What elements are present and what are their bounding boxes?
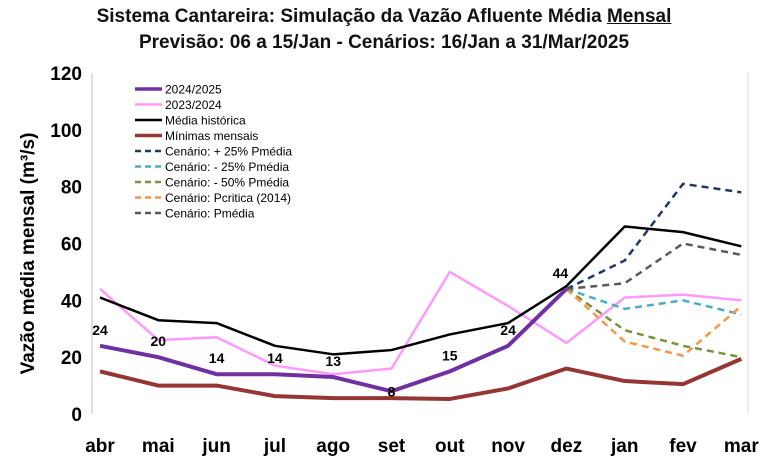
y-tick-label: 80 bbox=[61, 178, 82, 199]
x-tick-label: dez bbox=[551, 436, 583, 457]
chart-title-line2: Previsão: 06 a 15/Jan - Cenários: 16/Jan… bbox=[138, 32, 630, 53]
y-tick-label: 40 bbox=[61, 291, 82, 312]
legend-label: Cenário: Pmédia bbox=[165, 207, 255, 221]
x-tick-label: mar bbox=[724, 436, 759, 457]
legend-label: Média histórica bbox=[165, 114, 246, 128]
series-line-2 bbox=[99, 225, 742, 356]
series-line-7 bbox=[565, 288, 743, 357]
x-tick-label: abr bbox=[85, 436, 115, 457]
data-label: 20 bbox=[151, 333, 167, 349]
series-line-8 bbox=[566, 242, 742, 291]
data-label: 8 bbox=[388, 383, 396, 399]
data-label: 14 bbox=[209, 350, 225, 366]
x-tick-label: jul bbox=[263, 436, 286, 457]
legend-label: Cenário: Pcritica (2014) bbox=[165, 191, 291, 205]
y-tick-label: 0 bbox=[71, 405, 82, 426]
series-line-3 bbox=[99, 357, 743, 401]
y-tick-label: 100 bbox=[50, 121, 82, 142]
x-tick-label: fev bbox=[669, 436, 697, 457]
legend-label: Cenário: - 25% Pmédia bbox=[165, 160, 289, 174]
x-tick-label: mai bbox=[142, 436, 175, 457]
series-line-0 bbox=[99, 287, 568, 394]
y-axis-label: Vazão média mensal (m³/s) bbox=[18, 133, 39, 375]
legend-label: Cenário: + 25% Pmédia bbox=[165, 145, 292, 159]
data-label: 13 bbox=[325, 353, 341, 369]
data-label: 24 bbox=[500, 322, 516, 338]
series-line-1 bbox=[99, 270, 742, 376]
series-line-4 bbox=[565, 182, 742, 291]
x-tick-label: set bbox=[378, 436, 406, 457]
x-tick-label: out bbox=[435, 436, 465, 457]
y-tick-label: 60 bbox=[61, 235, 82, 256]
series-line-6 bbox=[565, 287, 742, 359]
x-tick-label: jun bbox=[201, 436, 231, 457]
legend-label: 2023/2024 bbox=[165, 98, 222, 112]
data-label: 15 bbox=[442, 347, 458, 363]
x-tick-label: jan bbox=[610, 436, 638, 457]
legend-label: Cenário: - 50% Pmédia bbox=[165, 176, 289, 190]
legend-label: Mínimas mensais bbox=[165, 129, 258, 143]
legend-label: 2024/2025 bbox=[165, 83, 222, 97]
data-label: 24 bbox=[92, 322, 108, 338]
data-label: 14 bbox=[267, 350, 283, 366]
x-tick-label: ago bbox=[316, 436, 350, 457]
title-underlined: Mensal bbox=[606, 6, 672, 27]
series-line-5 bbox=[565, 287, 742, 316]
title-prefix: Sistema Cantareira: Simulação da Vazão A… bbox=[96, 6, 607, 27]
y-tick-label: 20 bbox=[61, 348, 82, 369]
y-tick-label: 120 bbox=[50, 64, 82, 85]
x-tick-label: nov bbox=[491, 436, 525, 457]
data-label: 44 bbox=[553, 265, 569, 281]
chart-title-line1: Sistema Cantareira: Simulação da Vazão A… bbox=[0, 6, 768, 28]
